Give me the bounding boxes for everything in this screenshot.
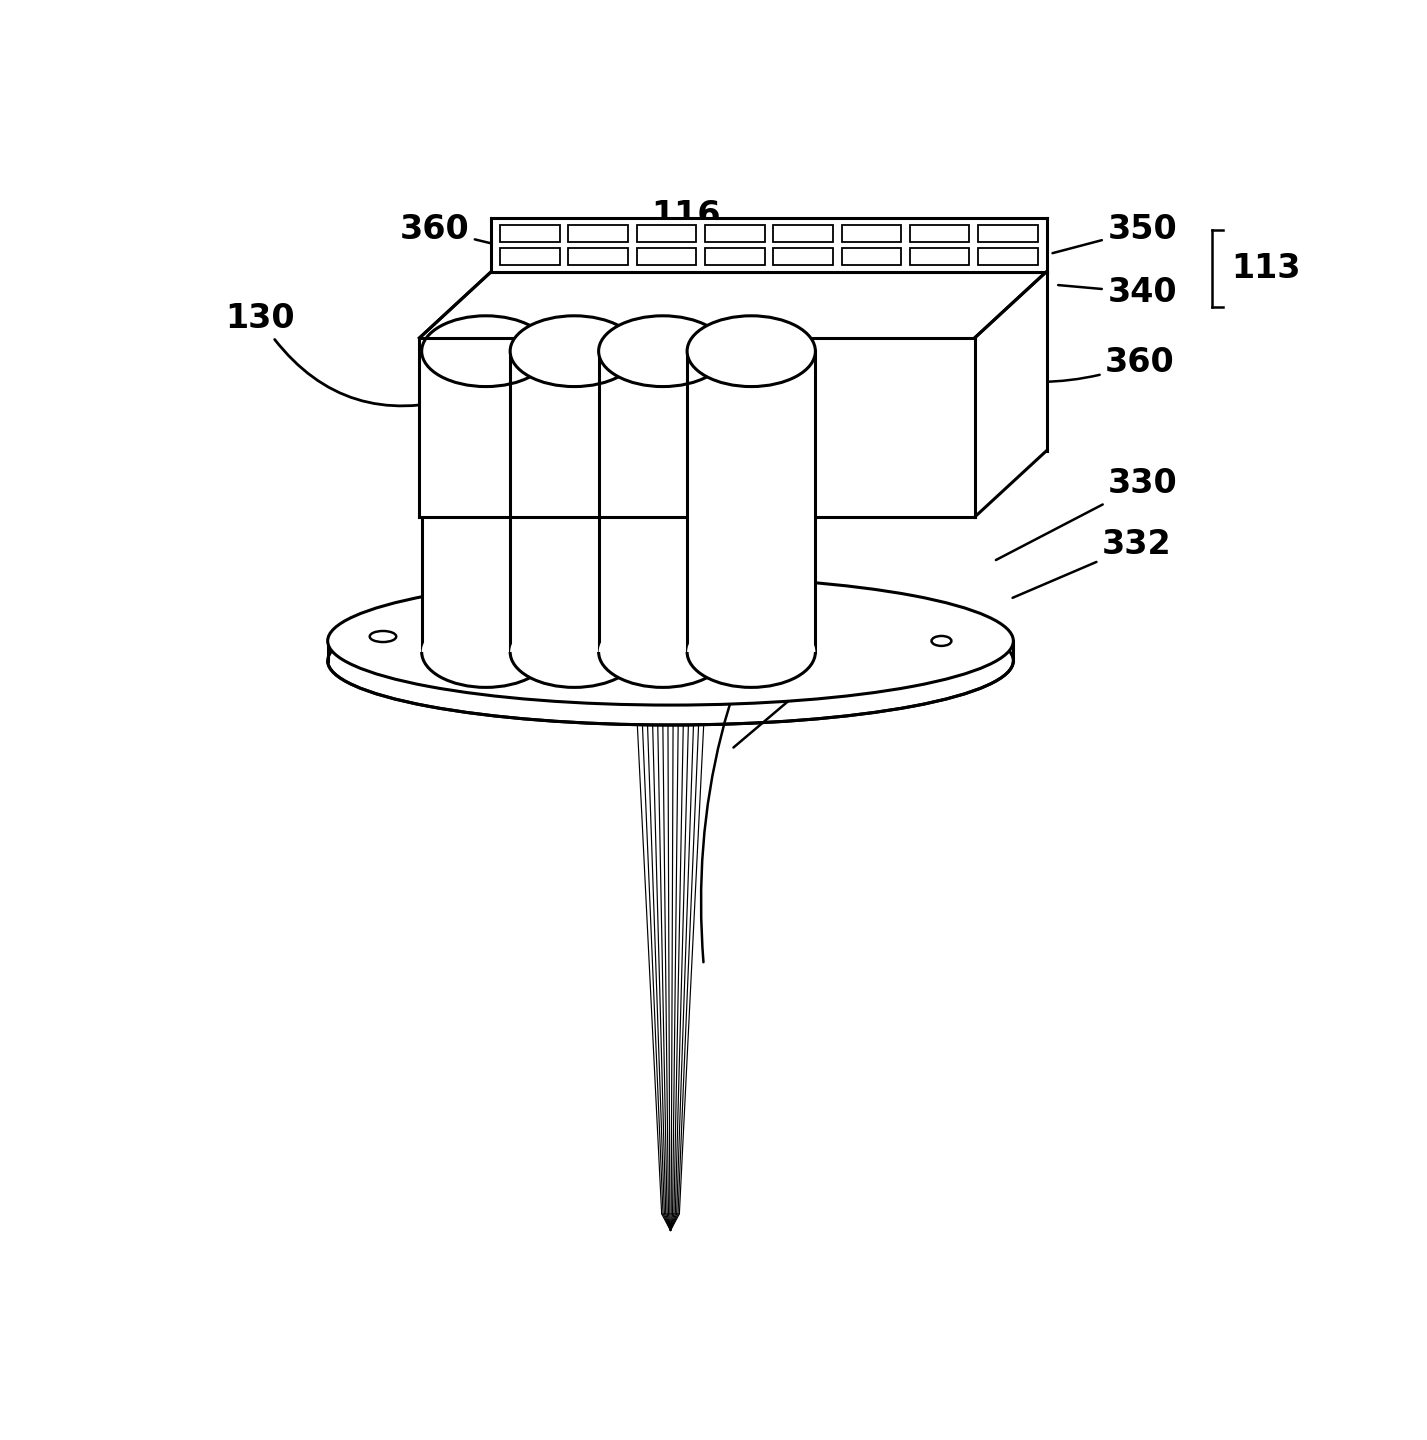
Ellipse shape — [688, 315, 815, 386]
Ellipse shape — [328, 596, 1013, 724]
Bar — [636, 225, 696, 242]
Bar — [773, 248, 833, 265]
Text: 360: 360 — [980, 346, 1174, 382]
Ellipse shape — [599, 616, 726, 687]
Bar — [773, 225, 833, 242]
Bar — [842, 225, 900, 242]
Polygon shape — [422, 351, 549, 652]
Polygon shape — [511, 351, 638, 652]
Text: 130: 130 — [225, 301, 461, 408]
Text: 116: 116 — [652, 199, 721, 239]
Ellipse shape — [932, 636, 952, 647]
Bar — [979, 248, 1037, 265]
Ellipse shape — [599, 315, 726, 386]
Ellipse shape — [659, 634, 682, 644]
Bar — [979, 225, 1037, 242]
Text: 310: 310 — [733, 644, 870, 747]
Bar — [636, 248, 696, 265]
Bar — [568, 248, 628, 265]
Bar — [705, 225, 765, 242]
Text: 360: 360 — [400, 213, 541, 255]
Text: 330: 330 — [996, 468, 1177, 560]
Bar — [501, 225, 559, 242]
Ellipse shape — [422, 315, 549, 386]
Bar — [910, 225, 969, 242]
Text: 113: 113 — [1232, 252, 1301, 285]
Ellipse shape — [688, 616, 815, 687]
Ellipse shape — [328, 577, 1013, 706]
Polygon shape — [491, 219, 1046, 272]
Bar — [842, 248, 900, 265]
Polygon shape — [975, 272, 1046, 517]
Polygon shape — [598, 351, 726, 652]
Text: 350: 350 — [1053, 213, 1177, 253]
Ellipse shape — [509, 616, 638, 687]
Text: 332: 332 — [1013, 528, 1172, 598]
Ellipse shape — [370, 631, 397, 642]
Ellipse shape — [422, 616, 549, 687]
Polygon shape — [420, 272, 1046, 338]
Bar — [568, 225, 628, 242]
Text: 340: 340 — [1059, 276, 1177, 310]
Text: 320: 320 — [701, 490, 862, 962]
Polygon shape — [688, 351, 815, 652]
Polygon shape — [328, 641, 1013, 661]
Bar — [705, 248, 765, 265]
Ellipse shape — [509, 315, 638, 386]
Bar — [501, 248, 559, 265]
FancyBboxPatch shape — [420, 338, 975, 517]
Bar — [910, 248, 969, 265]
